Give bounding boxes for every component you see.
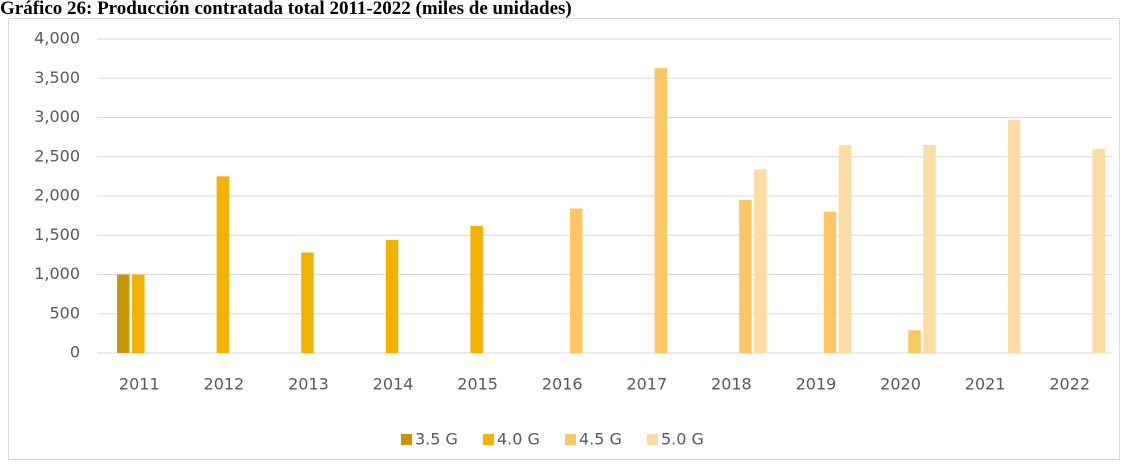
x-tick-label: 2016 <box>542 375 583 394</box>
legend-swatch <box>647 434 658 445</box>
legend-swatch <box>401 434 412 445</box>
legend-label: 3.5 G <box>415 430 458 449</box>
x-tick-label: 2018 <box>711 375 752 394</box>
legend-swatch <box>483 434 494 445</box>
legend-swatch <box>565 434 576 445</box>
x-tick-label: 2015 <box>457 375 498 394</box>
bar <box>132 274 145 353</box>
bar <box>216 176 230 353</box>
x-tick-label: 2022 <box>1049 375 1090 394</box>
x-tick-label: 2013 <box>288 375 329 394</box>
bar <box>117 274 130 353</box>
y-tick-label: 3,500 <box>34 68 80 87</box>
x-tick-label: 2011 <box>119 375 160 394</box>
y-tick-label: 2,500 <box>34 146 80 165</box>
y-tick-label: 1,500 <box>34 225 80 244</box>
y-tick-label: 4,000 <box>34 29 80 48</box>
bar <box>301 252 314 353</box>
bar <box>385 239 399 353</box>
y-tick-label: 500 <box>49 303 80 322</box>
chart-title: Gráfico 26: Producción contratada total … <box>0 0 572 19</box>
bar <box>739 199 752 353</box>
y-tick-label: 1,000 <box>34 264 80 283</box>
bar <box>1007 119 1021 353</box>
bar <box>569 208 583 353</box>
x-tick-label: 2014 <box>373 375 414 394</box>
legend-label: 5.0 G <box>661 430 704 449</box>
legend-label: 4.5 G <box>579 430 622 449</box>
bar <box>654 68 668 354</box>
y-tick-label: 0 <box>70 343 80 362</box>
bar <box>908 330 921 353</box>
y-tick-label: 2,000 <box>34 186 80 205</box>
x-tick-label: 2017 <box>626 375 667 394</box>
x-tick-label: 2012 <box>204 375 245 394</box>
x-tick-label: 2021 <box>965 375 1006 394</box>
bar <box>470 225 483 353</box>
bar <box>1092 148 1105 353</box>
bar <box>923 144 936 353</box>
x-tick-label: 2019 <box>796 375 837 394</box>
x-tick-label: 2020 <box>880 375 921 394</box>
bar <box>823 211 837 353</box>
legend-label: 4.0 G <box>497 430 540 449</box>
bar <box>838 144 852 353</box>
y-tick-label: 3,000 <box>34 107 80 126</box>
bar <box>754 169 767 353</box>
